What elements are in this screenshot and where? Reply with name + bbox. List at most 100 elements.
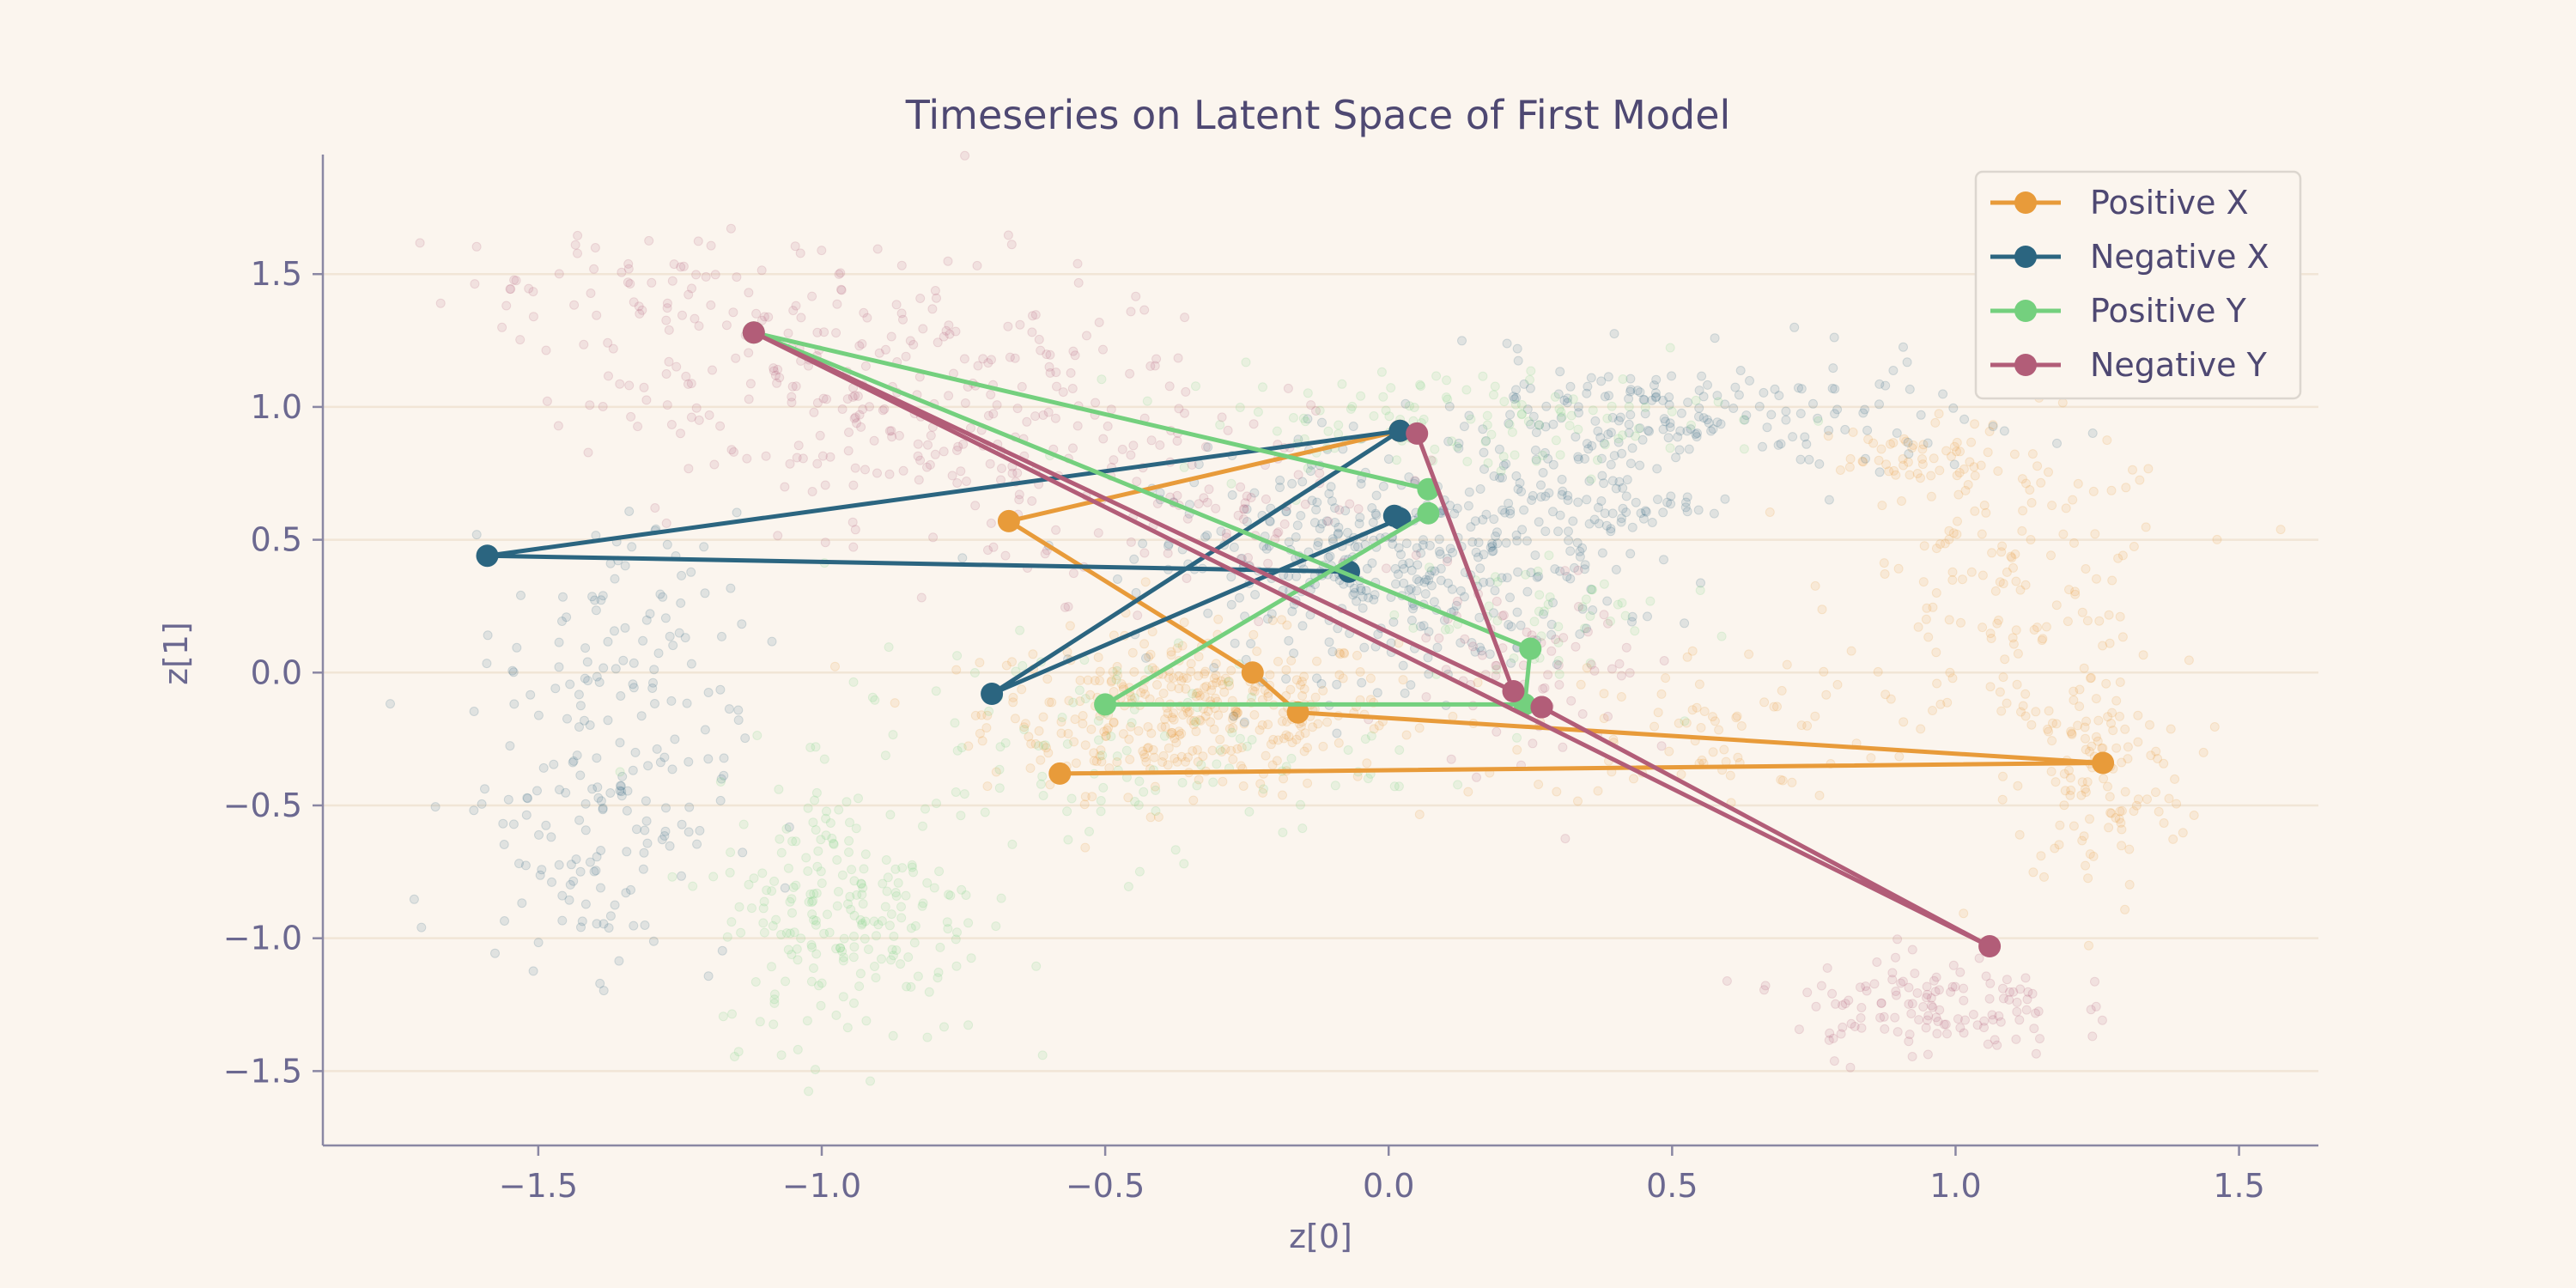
background-point: [1543, 599, 1553, 610]
background-point: [832, 299, 842, 309]
background-point: [1513, 484, 1523, 495]
background-point: [1200, 711, 1211, 721]
background-point: [732, 507, 742, 518]
background-point: [801, 853, 811, 863]
background-point: [738, 848, 748, 858]
background-point: [611, 664, 621, 674]
background-point: [482, 659, 492, 669]
background-point: [1398, 559, 1408, 569]
background-point: [2117, 805, 2127, 816]
background-point: [2117, 824, 2127, 835]
background-point: [1498, 505, 1508, 515]
background-point: [1814, 459, 1825, 469]
background-point: [744, 879, 754, 890]
background-point: [1659, 555, 1668, 565]
background-point: [1553, 622, 1564, 632]
background-point: [1496, 466, 1506, 476]
background-point: [1534, 606, 1544, 617]
background-point: [1297, 823, 1308, 834]
background-point: [2002, 698, 2012, 708]
background-point: [866, 1076, 875, 1086]
background-point: [1303, 463, 1313, 473]
background-point: [1941, 446, 1952, 456]
background-point: [787, 894, 797, 904]
background-point: [715, 684, 726, 695]
background-point: [1087, 792, 1097, 802]
background-point: [1334, 528, 1344, 538]
background-point: [1183, 752, 1193, 762]
background-point: [807, 291, 817, 301]
background-point: [508, 819, 519, 829]
background-point: [1580, 560, 1590, 570]
background-point: [1215, 420, 1225, 430]
background-point: [1145, 812, 1156, 823]
background-point: [2008, 987, 2019, 997]
background-point: [1265, 670, 1275, 680]
background-point: [1546, 619, 1557, 629]
background-point: [1068, 443, 1078, 453]
background-point: [1899, 460, 1909, 471]
background-point: [1370, 590, 1380, 600]
background-point: [1155, 440, 1165, 450]
background-point: [1617, 513, 1626, 524]
background-point: [691, 270, 702, 280]
background-point: [670, 734, 680, 744]
background-point: [587, 592, 598, 602]
background-point: [1176, 751, 1187, 762]
background-point: [1869, 979, 1880, 989]
background-point: [1318, 685, 1328, 696]
background-point: [884, 642, 894, 653]
background-point: [2032, 461, 2043, 471]
background-point: [931, 686, 941, 696]
background-point: [1625, 668, 1635, 678]
background-point: [1905, 470, 1915, 480]
background-point: [1886, 694, 1896, 704]
background-point: [1527, 495, 1537, 505]
background-point: [2069, 686, 2079, 696]
background-point: [1242, 517, 1252, 526]
background-point: [858, 899, 868, 909]
background-point: [1473, 677, 1483, 688]
background-point: [1928, 602, 1938, 612]
background-point: [1299, 746, 1309, 756]
background-point: [787, 908, 797, 918]
background-point: [1762, 422, 1772, 433]
background-point: [1166, 647, 1176, 657]
background-point: [1566, 410, 1577, 421]
background-point: [1195, 715, 1206, 726]
background-point: [1801, 439, 1812, 449]
background-point: [1956, 617, 1965, 628]
background-point: [1491, 660, 1501, 671]
background-point: [669, 259, 679, 270]
background-point: [1823, 431, 1833, 441]
background-point: [1879, 558, 1889, 568]
background-point: [1457, 336, 1467, 346]
background-point: [1064, 696, 1074, 706]
background-point: [2036, 851, 2046, 861]
background-point: [1139, 787, 1149, 797]
background-point: [1118, 729, 1128, 739]
background-point: [1012, 468, 1023, 478]
background-point: [860, 849, 871, 860]
background-point: [2159, 818, 2169, 828]
y-tick-label: 1.5: [251, 255, 302, 293]
background-point: [1916, 724, 1926, 734]
background-point: [1024, 732, 1034, 742]
background-point: [1631, 497, 1641, 507]
background-point: [2002, 975, 2012, 985]
background-point: [796, 313, 806, 323]
background-point: [1414, 576, 1425, 586]
background-point: [2133, 710, 2143, 720]
background-point: [1691, 395, 1701, 405]
background-point: [1845, 453, 1856, 464]
background-point: [1863, 434, 1874, 445]
background-point: [950, 718, 960, 728]
background-point: [1015, 319, 1025, 330]
background-point: [1606, 428, 1616, 438]
background-point: [1979, 1023, 1989, 1033]
background-point: [817, 451, 828, 461]
background-point: [1166, 650, 1176, 660]
y-tick-label: 1.0: [251, 388, 302, 426]
background-point: [1505, 410, 1516, 420]
background-point: [470, 279, 480, 289]
